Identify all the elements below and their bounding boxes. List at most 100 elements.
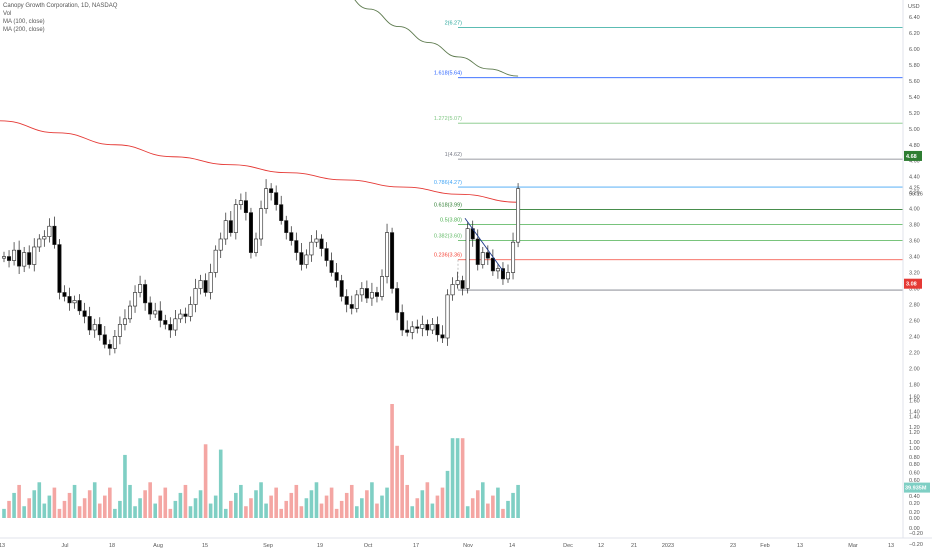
legend-vol: Vol (3, 11, 12, 17)
y-tick-label: 6.40 (909, 15, 920, 21)
volume-bar (198, 490, 203, 518)
volume-tick-label: 1.20 (909, 425, 920, 431)
candle-body (511, 241, 516, 273)
candle-body (138, 284, 143, 293)
candle-body (354, 294, 359, 309)
candle-body (213, 249, 218, 273)
volume-bar (475, 490, 480, 518)
candle-body (309, 241, 314, 256)
ma100-line (0, 120, 519, 203)
volume-bar (62, 500, 67, 518)
volume-bar (430, 503, 435, 518)
candle-body (364, 288, 369, 299)
x-tick-label: Oct (364, 543, 373, 549)
volume-bar (274, 487, 278, 518)
volume-bar (57, 508, 62, 518)
y-tick-label: −0.20 (909, 542, 923, 548)
volume-bar (72, 484, 77, 518)
volume-bar (425, 482, 430, 518)
volume-bar (12, 492, 16, 518)
volume-bar (82, 498, 87, 518)
volume-bar (223, 508, 228, 518)
candle-body (369, 292, 374, 299)
candle-body (128, 305, 133, 320)
candle-body (32, 246, 37, 265)
volume-bar (405, 484, 409, 518)
candle-body (279, 204, 284, 221)
y-tick-label: 3.80 (909, 223, 920, 229)
fibonacci-retracement: 2(6.27) 1.618(5.64) 1.272(5.07) 1(4.62) 0.78… (434, 20, 903, 291)
moving-averages (0, 0, 519, 203)
candle-body (173, 318, 178, 331)
volume-tick-label: 0.80 (909, 455, 920, 461)
candle-body (455, 280, 460, 285)
y-tick-label: 2.40 (909, 334, 920, 340)
volume-bar (314, 482, 319, 518)
candle-body (269, 188, 274, 193)
y-tick-label: 4.20 (909, 191, 920, 197)
timer-label: 4.25 (909, 185, 920, 191)
candle-body (264, 188, 269, 209)
candle-body (243, 200, 248, 213)
volume-bar (42, 503, 47, 518)
volume-bar (123, 454, 127, 518)
candle-body (203, 280, 208, 293)
volume-bar (294, 484, 299, 518)
y-tick-label: 5.80 (909, 63, 920, 69)
legend-title: Canopy Growth Corporation, 1D, NASDAQ (3, 3, 118, 9)
candle-body (435, 324, 440, 336)
volume-bar (67, 492, 72, 518)
volume-tick-label: 0.20 (909, 501, 920, 507)
y-tick-label: 1.60 (909, 398, 920, 404)
candle-body (500, 268, 505, 280)
volume-bar (173, 500, 178, 518)
volume-tick-label: 0.00 (909, 516, 920, 522)
candle-body (198, 280, 203, 289)
volume-bar (148, 482, 152, 518)
volume-bar (309, 490, 314, 518)
volume-bar (486, 503, 490, 518)
fib-level-label: 0.786(4.27) (434, 180, 462, 186)
x-tick-label: Jul (61, 543, 68, 549)
candle-body (238, 200, 243, 205)
candle-body (133, 292, 138, 307)
candle-body (274, 192, 279, 205)
candle-body (334, 272, 339, 281)
volume-bar (279, 508, 283, 518)
trend-line (464, 217, 504, 272)
x-tick-label: Mar (848, 543, 858, 549)
volume-bar (32, 490, 37, 518)
ma-value-badge: 3.08 (906, 282, 917, 288)
candle-body (379, 276, 384, 297)
candle-body (450, 284, 455, 296)
candle-body (92, 324, 97, 331)
volume-bar (229, 500, 233, 518)
volume-bar (239, 484, 243, 518)
candle-body (259, 208, 264, 240)
volume-bar (501, 508, 505, 518)
x-tick-label: Aug (153, 543, 163, 549)
fib-level-label: 1.272(5.07) (434, 116, 462, 122)
volume-bar (244, 506, 248, 518)
y-tick-label: 5.60 (909, 79, 920, 85)
candle-body (158, 310, 163, 321)
x-tick-label: 15 (202, 543, 208, 549)
candle-body (294, 240, 299, 253)
time-axis: 13 Jul 18 Aug 15 Sep 19 Oct 17 Nov 14 Dec 12 21 2023 23… (0, 537, 932, 549)
candle-body (183, 313, 188, 317)
candle-body (188, 304, 193, 317)
y-tick-label: 0.40 (909, 494, 920, 500)
volume-bar (234, 492, 238, 518)
volume-bar (213, 495, 218, 518)
volume-bar (203, 444, 208, 518)
volume-bar (375, 503, 379, 518)
volume-bar (324, 495, 329, 518)
volume-tick-label: −0.20 (909, 531, 923, 537)
candle-body (218, 238, 223, 251)
candle-body (12, 249, 17, 261)
y-tick-label: 3.20 (909, 271, 920, 277)
volume-bars (2, 404, 520, 518)
volume-bar (410, 506, 415, 518)
volume-bar (168, 508, 173, 518)
